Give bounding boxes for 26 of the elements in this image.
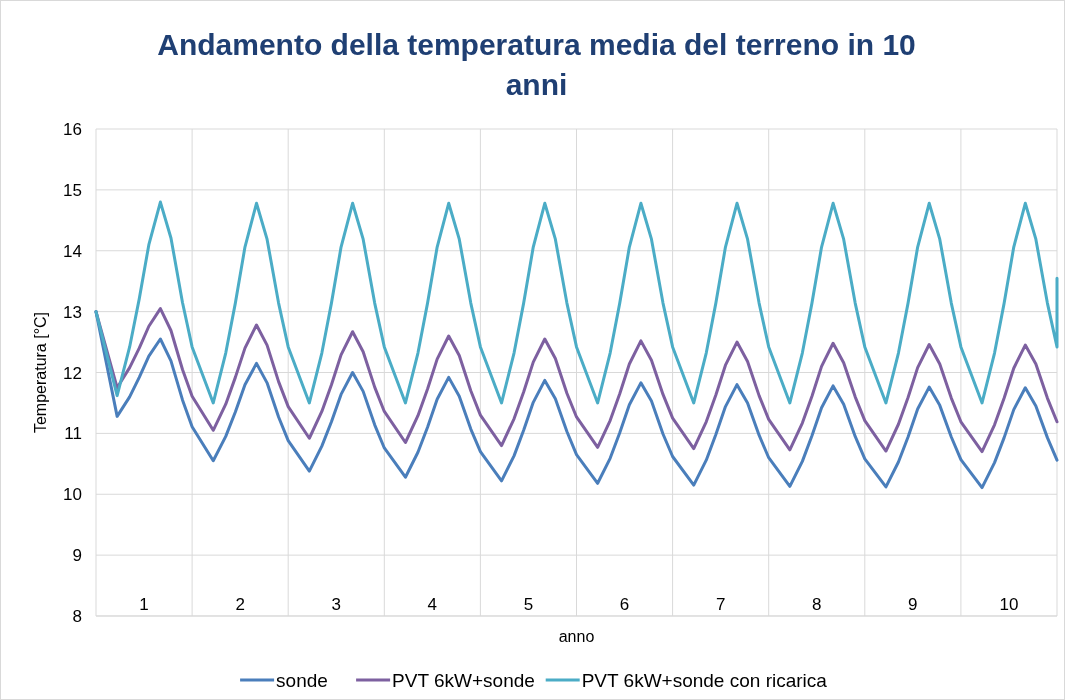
- y-tick-label: 12: [63, 363, 82, 383]
- x-tick-label: 7: [715, 595, 726, 614]
- y-tick-label: 16: [63, 120, 82, 139]
- legend-label: PVT 6kW+sonde: [392, 670, 535, 691]
- x-tick-label: 3: [331, 595, 341, 614]
- x-tick-label: 5: [523, 595, 534, 614]
- y-tick-label: 14: [63, 241, 82, 261]
- y-tick-label: 9: [72, 546, 82, 566]
- legend-label: PVT 6kW+sonde con ricarica: [581, 670, 828, 691]
- y-tick-label: 13: [63, 302, 82, 322]
- x-tick-label: 1: [139, 595, 149, 614]
- x-axis-title: anno: [558, 628, 595, 645]
- chart-title: Andamento della temperatura media del terreno in 10 anni: [157, 28, 916, 101]
- x-tick-label: 8: [812, 595, 822, 614]
- y-tick-label: 11: [64, 424, 82, 444]
- x-tick-label: 4: [427, 595, 438, 614]
- y-tick-label: 15: [63, 180, 82, 200]
- x-tick-label: 2: [235, 595, 245, 614]
- x-tick-label: 10: [999, 595, 1019, 614]
- x-tick-label: 9: [908, 595, 918, 614]
- x-tick-label: 6: [619, 595, 630, 614]
- line-series: [94, 200, 1059, 405]
- y-axis-title: Temperatura [°C]: [32, 311, 49, 434]
- y-tick-label: 8: [72, 607, 82, 626]
- legend-label: sonde: [276, 670, 328, 691]
- y-tick-label: 10: [63, 485, 82, 505]
